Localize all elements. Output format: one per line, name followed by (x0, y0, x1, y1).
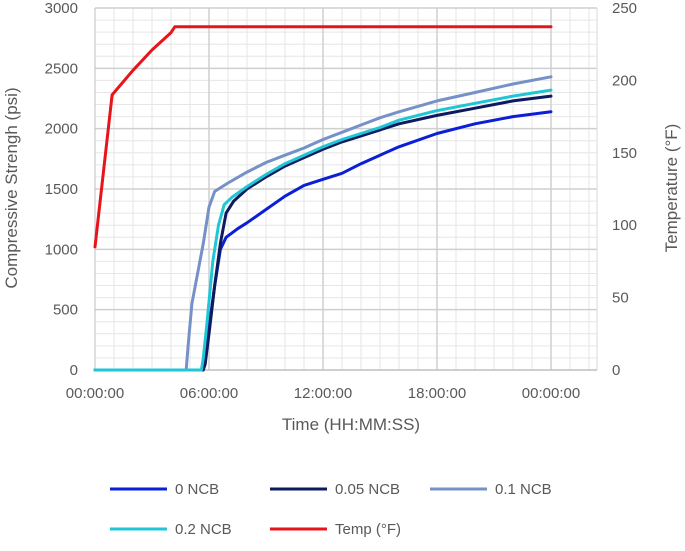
grid (94, 7, 598, 371)
legend-item-4: Temp (°F) (270, 521, 401, 538)
legend-item-2: 0.1 NCB (430, 481, 552, 498)
x-tick-label: 06:00:00 (180, 385, 238, 402)
series (93, 25, 553, 372)
legend-item-1: 0.05 NCB (270, 481, 400, 498)
y2-tick-label: 50 (612, 290, 629, 307)
y2-axis-title: Temperature (°F) (662, 124, 681, 253)
x-tick-label: 12:00:00 (294, 385, 352, 402)
legend-label-0: 0 NCB (175, 481, 219, 498)
y2-tick-label: 0 (612, 362, 620, 379)
legend-label-3: 0.2 NCB (175, 521, 232, 538)
y-tick-label: 2500 (45, 60, 78, 77)
x-tick-label: 18:00:00 (408, 385, 466, 402)
axes: Compressive Strengh (psi) Temperature (°… (2, 0, 681, 434)
series-line-4 (93, 25, 553, 249)
y2-tick-label: 100 (612, 217, 637, 234)
x-tick-label: 00:00:00 (66, 385, 124, 402)
series-line-3 (93, 88, 553, 372)
legend-item-0: 0 NCB (110, 481, 219, 498)
y-tick-label: 500 (53, 302, 78, 319)
legend-label-1: 0.05 NCB (335, 481, 400, 498)
y-tick-label: 3000 (45, 0, 78, 17)
y2-tick-label: 250 (612, 0, 637, 17)
y2-tick-label: 150 (612, 145, 637, 162)
y-tick-label: 1500 (45, 181, 78, 198)
series-line-2 (93, 75, 553, 372)
x-tick-label: 00:00:00 (522, 385, 580, 402)
legend-item-3: 0.2 NCB (110, 521, 232, 538)
legend-label-4: Temp (°F) (335, 521, 401, 538)
y2-tick-label: 200 (612, 72, 637, 89)
y-tick-label: 1000 (45, 241, 78, 258)
y-tick-label: 2000 (45, 121, 78, 138)
legend-label-2: 0.1 NCB (495, 481, 552, 498)
series-line-1 (93, 94, 553, 372)
y-tick-label: 0 (70, 362, 78, 379)
x-axis-title: Time (HH:MM:SS) (282, 415, 420, 434)
y-axis-title: Compressive Strengh (psi) (2, 87, 21, 288)
legend: 0 NCB 0.05 NCB 0.1 NCB 0.2 NCB Temp (°F) (110, 481, 552, 538)
